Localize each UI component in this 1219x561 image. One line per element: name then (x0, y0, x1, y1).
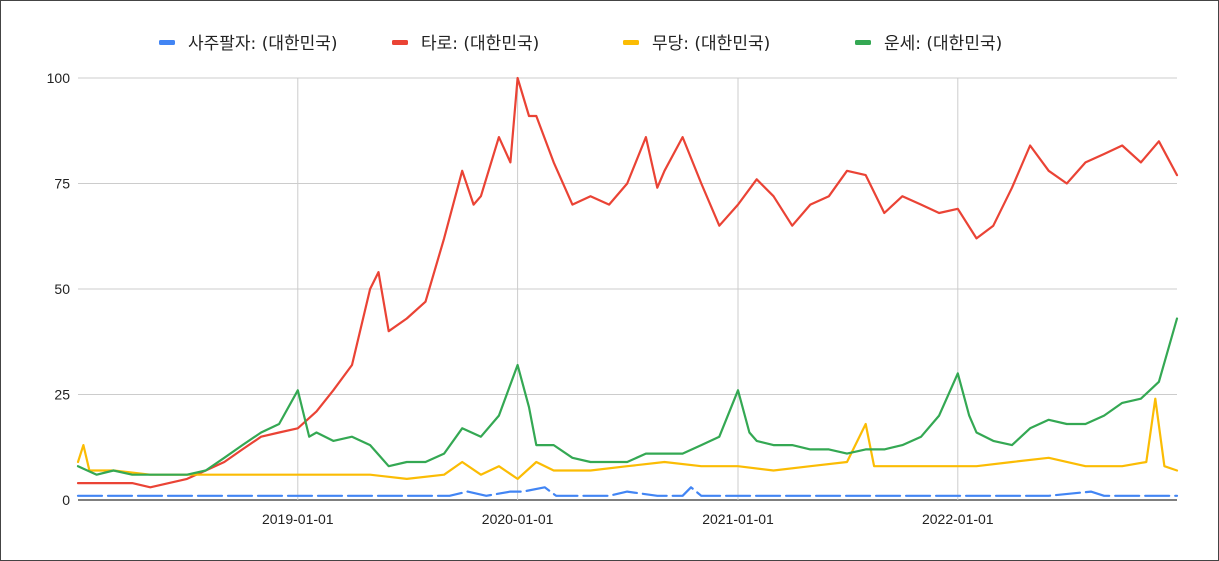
legend: 사주팔자: (대한민국) 타로: (대한민국) 무당: (대한민국) 운세: (대한민… (159, 34, 1002, 54)
legend-label-3: 무당: (대한민국) (652, 34, 770, 54)
x-tick-label: 2019-01-01 (262, 511, 334, 527)
series-line-1 (76, 486, 1179, 497)
y-tick-label: 0 (62, 492, 70, 508)
gridlines (78, 77, 1177, 501)
series-line-4 (76, 317, 1179, 476)
legend-swatch-1 (159, 40, 175, 45)
y-tick-label: 75 (54, 176, 70, 192)
x-tick-label: 2022-01-01 (922, 511, 994, 527)
legend-label-4: 운세: (대한민국) (884, 34, 1002, 54)
series-line-3 (76, 397, 1179, 480)
legend-swatch-2 (392, 40, 408, 45)
y-axis-ticks: 0 25 50 75 100 (47, 70, 71, 508)
x-axis-ticks: 2019-01-01 2020-01-01 2021-01-01 2022-01-01 (262, 511, 994, 527)
y-tick-label: 50 (54, 281, 70, 297)
x-tick-label: 2020-01-01 (482, 511, 554, 527)
legend-label-1: 사주팔자: (대한민국) (188, 34, 338, 54)
y-tick-label: 100 (47, 70, 71, 86)
series-line-2 (76, 76, 1179, 489)
legend-label-2: 타로: (대한민국) (421, 34, 539, 54)
series-lines (76, 76, 1179, 497)
legend-swatch-3 (623, 40, 639, 45)
legend-swatch-4 (855, 40, 871, 45)
y-tick-label: 25 (54, 387, 70, 403)
x-tick-label: 2021-01-01 (702, 511, 774, 527)
